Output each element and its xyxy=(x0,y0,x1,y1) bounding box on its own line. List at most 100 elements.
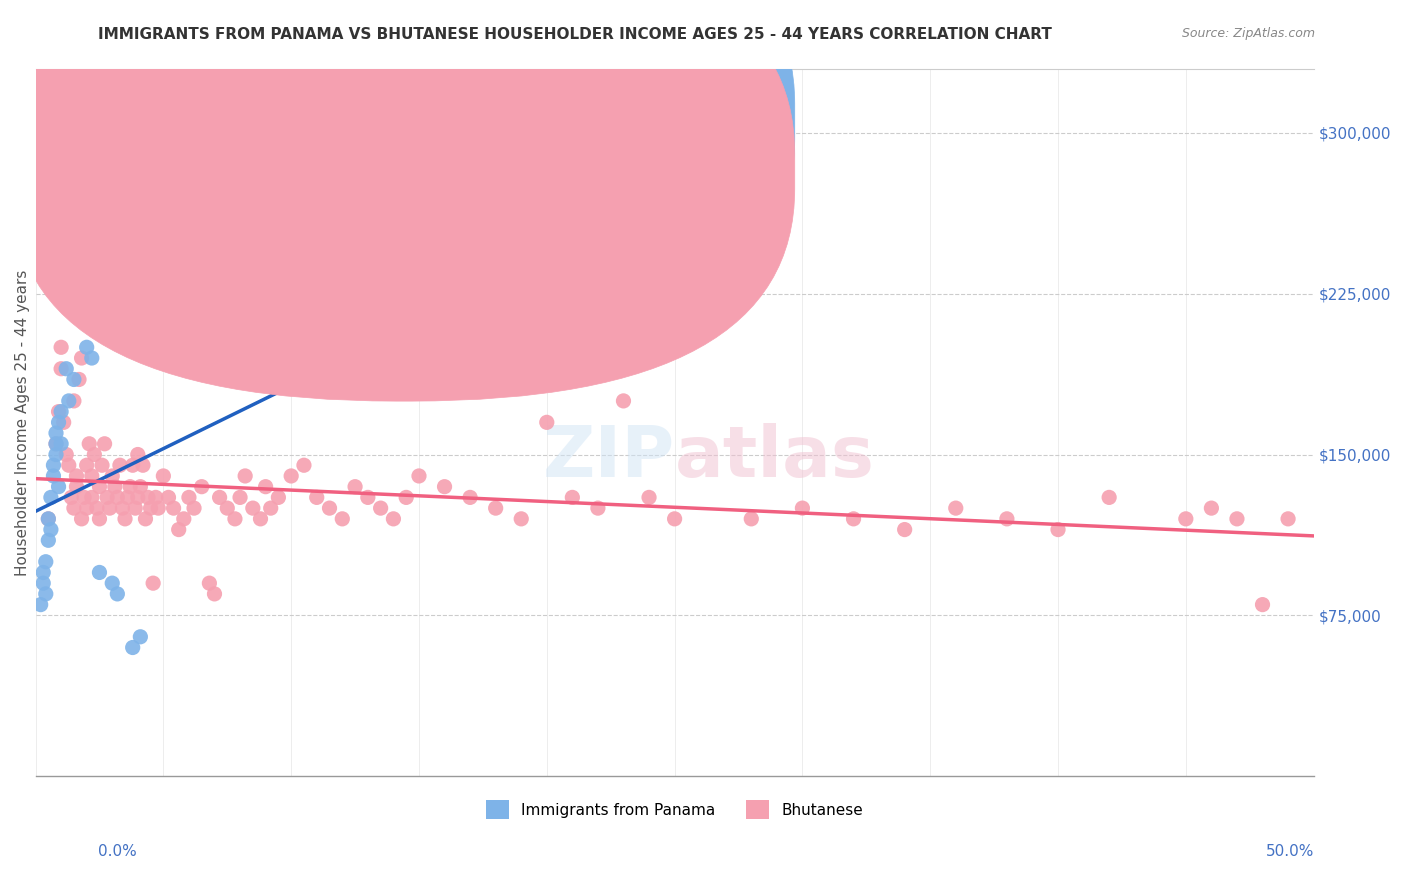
Y-axis label: Householder Income Ages 25 - 44 years: Householder Income Ages 25 - 44 years xyxy=(15,269,30,575)
Point xyxy=(458,491,481,505)
Point xyxy=(208,491,231,505)
Point xyxy=(318,501,340,516)
Point xyxy=(485,501,508,516)
Point xyxy=(134,512,156,526)
Point xyxy=(86,501,108,516)
Point xyxy=(42,469,65,483)
Point xyxy=(63,393,86,408)
Text: Source: ZipAtlas.com: Source: ZipAtlas.com xyxy=(1181,27,1315,40)
Point xyxy=(55,361,77,376)
Point xyxy=(612,393,634,408)
Point xyxy=(162,501,184,516)
Point xyxy=(1174,512,1197,526)
Point xyxy=(83,448,105,462)
Point xyxy=(63,372,86,386)
Point xyxy=(136,491,159,505)
Point xyxy=(114,512,136,526)
Point xyxy=(48,404,70,418)
Point xyxy=(49,361,72,376)
Point xyxy=(101,469,124,483)
Point xyxy=(586,501,609,516)
Point xyxy=(204,587,226,601)
Point xyxy=(190,480,212,494)
Point xyxy=(217,501,239,516)
Point xyxy=(124,501,146,516)
Point xyxy=(229,491,252,505)
Text: N =: N = xyxy=(534,168,562,183)
Point xyxy=(249,512,271,526)
Text: IMMIGRANTS FROM PANAMA VS BHUTANESE HOUSEHOLDER INCOME AGES 25 - 44 YEARS CORREL: IMMIGRANTS FROM PANAMA VS BHUTANESE HOUS… xyxy=(98,27,1052,42)
Point xyxy=(173,512,195,526)
Point xyxy=(111,501,134,516)
Point xyxy=(32,566,55,580)
Point xyxy=(458,233,481,247)
Point xyxy=(76,340,98,354)
Point xyxy=(37,533,59,548)
Point xyxy=(89,480,111,494)
Point xyxy=(45,426,67,441)
Point xyxy=(148,501,170,516)
Point xyxy=(98,501,121,516)
Point xyxy=(233,469,256,483)
Point xyxy=(49,404,72,418)
Point xyxy=(108,458,131,473)
Point xyxy=(1251,598,1274,612)
Point xyxy=(127,448,149,462)
Point xyxy=(52,415,75,429)
Text: 104: 104 xyxy=(579,168,610,183)
Point xyxy=(142,576,165,591)
Point xyxy=(77,437,100,451)
Point xyxy=(80,351,103,365)
Point xyxy=(101,576,124,591)
Point xyxy=(260,501,283,516)
Point xyxy=(740,512,762,526)
Text: 0.687: 0.687 xyxy=(477,118,524,133)
Point xyxy=(65,480,87,494)
Point xyxy=(183,501,205,516)
Text: R =: R = xyxy=(419,168,447,183)
Point xyxy=(152,469,174,483)
Text: -0.212: -0.212 xyxy=(477,168,531,183)
Point xyxy=(37,512,59,526)
Point xyxy=(242,501,264,516)
Point xyxy=(60,491,83,505)
Point xyxy=(370,501,392,516)
Point xyxy=(344,480,367,494)
Point xyxy=(49,437,72,451)
Point xyxy=(55,448,77,462)
Text: R =: R = xyxy=(419,118,447,133)
Point xyxy=(35,555,58,569)
Point xyxy=(510,512,533,526)
Point xyxy=(145,491,167,505)
Point xyxy=(70,512,93,526)
Point xyxy=(127,491,149,505)
Point xyxy=(73,491,96,505)
Point xyxy=(893,523,915,537)
Point xyxy=(129,480,152,494)
Point xyxy=(48,480,70,494)
Point xyxy=(1277,512,1299,526)
Point xyxy=(536,415,558,429)
Point xyxy=(65,469,87,483)
Point xyxy=(58,393,80,408)
Point xyxy=(67,372,90,386)
Point xyxy=(89,512,111,526)
Point xyxy=(96,491,118,505)
Text: 0.0%: 0.0% xyxy=(98,845,138,859)
Point xyxy=(1098,491,1121,505)
Point xyxy=(664,512,686,526)
Point xyxy=(586,222,609,236)
Point xyxy=(30,598,52,612)
Point xyxy=(561,491,583,505)
Point xyxy=(49,340,72,354)
Point xyxy=(32,576,55,591)
Point xyxy=(842,512,865,526)
Point xyxy=(382,512,405,526)
Point xyxy=(408,469,430,483)
Point xyxy=(105,491,128,505)
Point xyxy=(37,512,59,526)
Point xyxy=(1226,512,1249,526)
Point xyxy=(121,458,143,473)
Point xyxy=(104,480,127,494)
Point xyxy=(76,501,98,516)
